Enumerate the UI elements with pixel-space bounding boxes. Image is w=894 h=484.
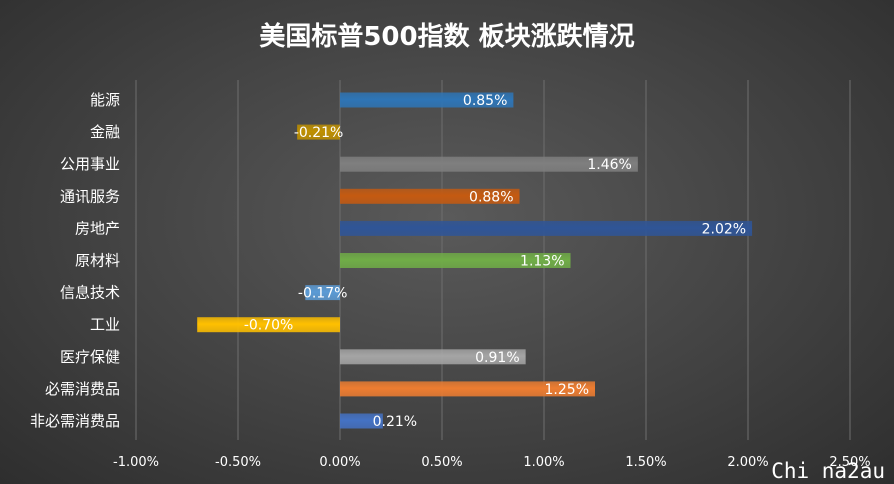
tick-label: 0.50% bbox=[421, 455, 462, 470]
category-label: 通讯服务 bbox=[60, 187, 120, 205]
tick-label: -1.00% bbox=[113, 455, 159, 470]
data-label: 0.85% bbox=[463, 93, 507, 109]
bar bbox=[297, 124, 340, 140]
chart-title: 美国标普500指数 板块涨跌情况 bbox=[259, 21, 634, 52]
category-label: 医疗保健 bbox=[60, 348, 120, 366]
data-label: 0.91% bbox=[475, 350, 519, 366]
category-label: 房地产 bbox=[75, 219, 120, 237]
category-label: 金融 bbox=[90, 123, 120, 141]
data-labels: 0.85% -0.21% 1.46% 0.88% 2.02% 1.13% -0.17%-0.… bbox=[244, 93, 746, 430]
bar bbox=[340, 188, 520, 204]
data-label: 2.02% bbox=[702, 221, 746, 237]
data-label: 0.21% bbox=[373, 414, 417, 430]
tick-label: 0.00% bbox=[319, 455, 360, 470]
category-label: 能源 bbox=[90, 91, 120, 109]
bar bbox=[340, 92, 514, 108]
category-label: 原材料 bbox=[75, 252, 120, 270]
tick-label: 2.50% bbox=[829, 455, 870, 470]
tick-label: 2.00% bbox=[727, 455, 768, 470]
x-axis-ticks: -1.00% -0.50% 0.00% 0.50% 1.00% 1.50% 2.00% 2.5… bbox=[113, 455, 871, 470]
bar bbox=[305, 285, 340, 301]
data-label: -0.17% bbox=[298, 286, 348, 302]
bar bbox=[340, 156, 638, 172]
bar bbox=[340, 220, 753, 236]
tick-label: 1.50% bbox=[625, 455, 666, 470]
data-label: -0.70% bbox=[244, 318, 294, 334]
category-label: 公用事业 bbox=[60, 155, 120, 173]
category-label: 工业 bbox=[90, 316, 120, 334]
bar bbox=[340, 413, 383, 429]
category-label: 非必需消费品 bbox=[30, 412, 120, 430]
bars bbox=[197, 92, 753, 429]
watermark-text: Chi na2au bbox=[771, 459, 885, 483]
data-label: -0.21% bbox=[294, 125, 344, 141]
data-label: 1.13% bbox=[520, 254, 564, 270]
bar bbox=[340, 349, 526, 365]
bar bbox=[197, 317, 340, 333]
data-label: 0.88% bbox=[469, 189, 513, 205]
data-label: 1.25% bbox=[545, 382, 589, 398]
data-label: 1.46% bbox=[587, 157, 631, 173]
category-label: 必需消费品 bbox=[45, 380, 120, 398]
tick-label: -0.50% bbox=[215, 455, 261, 470]
category-label: 信息技术 bbox=[60, 284, 120, 302]
bar bbox=[340, 253, 571, 268]
tick-label: 1.00% bbox=[523, 455, 564, 470]
bar bbox=[340, 381, 595, 397]
